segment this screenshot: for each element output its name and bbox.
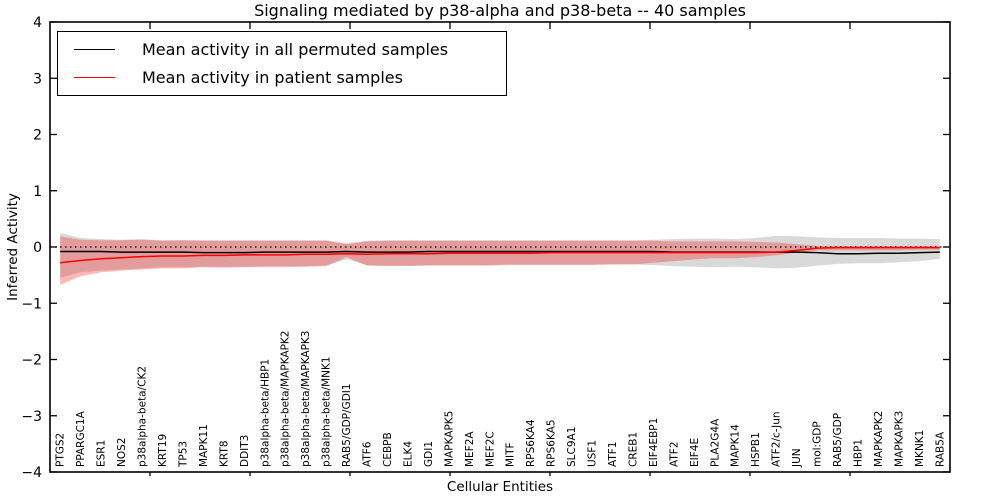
permuted-std-band <box>60 232 940 278</box>
x-entity-label: SLC9A1 <box>566 427 578 467</box>
y-tick-label: 0 <box>33 240 42 256</box>
x-entity-label: MAPKAPK2 <box>873 411 885 467</box>
x-axis-label: Cellular Entities <box>446 479 554 495</box>
y-tick-label: 1 <box>33 184 42 200</box>
x-entity-label: RAB5A <box>934 431 946 467</box>
y-tick-label: 2 <box>33 128 42 144</box>
x-entity-label: DDIT3 <box>239 435 251 467</box>
y-tick-label: −2 <box>21 353 42 369</box>
x-entity-label: MAPKAPK5 <box>443 411 455 467</box>
x-entity-label: RAB5/GDP/GDI1 <box>341 383 353 467</box>
x-entity-label: MKNK1 <box>914 430 926 467</box>
permuted-mean-line <box>60 250 940 255</box>
legend-line-permuted-icon <box>74 48 115 50</box>
x-entity-label: EIF4E <box>689 438 701 467</box>
x-entity-label: ATF1 <box>607 441 619 467</box>
legend-line-patient-icon <box>74 77 115 79</box>
x-entity-label: PLA2G4A <box>709 418 721 467</box>
x-entity-label: HBP1 <box>852 439 864 467</box>
x-entity-label: MAPK14 <box>730 424 742 467</box>
x-entity-label: ESR1 <box>96 440 108 467</box>
patient-mean-line <box>60 246 940 264</box>
x-entity-label: HSPB1 <box>750 432 762 467</box>
x-entity-label: MAPK11 <box>198 424 210 467</box>
legend-item-patient: Mean activity in patient samples <box>58 65 506 91</box>
x-entity-label: CEBPB <box>382 432 394 467</box>
x-entity-label: ATF2/c-Jun <box>771 411 783 467</box>
x-entity-label: p38alpha-beta/HBP1 <box>259 359 271 467</box>
x-entity-label: RAB5/GDP <box>832 413 844 467</box>
x-entity-label: TP53 <box>177 441 189 468</box>
patient-std-band <box>60 236 940 285</box>
x-entity-label: ATF6 <box>362 441 374 467</box>
x-entity-label: p38alpha-beta/MAPKAPK2 <box>280 331 292 468</box>
x-entity-label: MAPKAPK3 <box>893 411 905 467</box>
legend: Mean activity in all permuted samples Me… <box>57 31 507 96</box>
x-entity-label: MEF2C <box>484 431 496 467</box>
legend-item-permuted: Mean activity in all permuted samples <box>58 36 506 62</box>
x-entity-label: KRT19 <box>157 434 169 467</box>
x-entity-label: EIF4EBP1 <box>648 418 660 467</box>
x-entity-label: MEF2A <box>464 431 476 467</box>
x-entity-label: ATF2 <box>668 441 680 467</box>
y-tick-label: −4 <box>21 465 42 481</box>
x-entity-label: NOS2 <box>116 438 128 467</box>
x-entity-label: MITF <box>505 442 517 467</box>
x-entity-label: KRT8 <box>218 440 230 467</box>
x-entity-label: PTGS2 <box>55 433 67 467</box>
y-axis-label: Inferred Activity <box>5 193 21 301</box>
x-entity-label: ELK4 <box>402 441 414 467</box>
y-tick-label: 3 <box>33 71 42 87</box>
x-entity-label: CREB1 <box>627 432 639 467</box>
x-entity-label: RPS6KA4 <box>525 419 537 467</box>
x-entity-label: RPS6KA5 <box>546 419 558 467</box>
y-tick-label: 4 <box>33 15 42 31</box>
y-tick-label: −1 <box>21 296 42 312</box>
x-entity-label: mol:GDP <box>812 421 824 467</box>
x-entity-label: p38alpha-beta/MNK1 <box>321 356 333 467</box>
chart-title: Signaling mediated by p38-alpha and p38-… <box>254 1 746 20</box>
legend-label-permuted: Mean activity in all permuted samples <box>142 39 449 59</box>
x-entity-label: p38alpha-beta/CK2 <box>137 366 149 467</box>
x-entity-label: JUN <box>791 448 803 468</box>
x-entity-label: PPARGC1A <box>75 410 87 467</box>
legend-label-patient: Mean activity in patient samples <box>142 68 403 88</box>
y-tick-label: −3 <box>21 409 42 425</box>
x-entity-label: USF1 <box>587 440 599 467</box>
x-entity-label: GDI1 <box>423 441 435 467</box>
x-entity-label: p38alpha-beta/MAPKAPK3 <box>300 331 312 468</box>
